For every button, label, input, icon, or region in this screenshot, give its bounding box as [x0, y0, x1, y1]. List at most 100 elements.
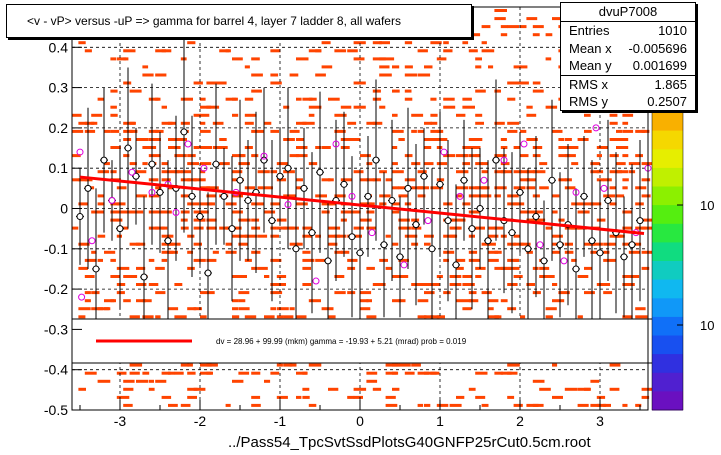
histogram-cell	[168, 403, 178, 407]
histogram-cell	[481, 291, 492, 295]
histogram-cell	[571, 202, 584, 206]
histogram-cell	[302, 283, 312, 286]
histogram-cell	[392, 371, 399, 375]
histogram-cell	[564, 242, 573, 246]
histogram-cell	[347, 266, 356, 270]
histogram-cell	[494, 315, 502, 319]
histogram-cell	[500, 299, 508, 303]
histogram-cell	[641, 194, 651, 198]
histogram-cell	[379, 202, 387, 206]
histogram-cell	[193, 226, 204, 230]
histogram-cell	[104, 299, 115, 303]
histogram-cell	[430, 138, 438, 141]
profile-point	[532, 213, 540, 221]
profile-point	[356, 249, 364, 257]
histogram-cell	[392, 210, 400, 214]
histogram-cell	[97, 202, 105, 206]
histogram-cell	[206, 186, 219, 190]
histogram-cell	[622, 226, 632, 230]
histogram-cell	[366, 178, 375, 182]
histogram-cell	[449, 403, 462, 407]
histogram-cell	[577, 138, 589, 141]
histogram-cell	[398, 363, 411, 367]
histogram-cell	[97, 97, 105, 101]
histogram-cell	[622, 113, 634, 117]
histogram-cell	[526, 403, 539, 407]
histogram-cell	[257, 266, 268, 270]
histogram-cell	[372, 387, 382, 391]
histogram-cell	[302, 97, 313, 101]
histogram-cell	[116, 202, 126, 206]
histogram-cell	[200, 105, 212, 109]
histogram-cell	[628, 250, 641, 254]
profile-point	[164, 237, 172, 245]
histogram-cell	[558, 178, 567, 182]
histogram-cell	[232, 299, 239, 303]
histogram-cell	[129, 371, 140, 375]
histogram-cell	[360, 154, 371, 158]
histogram-cell	[635, 154, 643, 158]
histogram-cell	[270, 283, 283, 286]
histogram-cell	[84, 49, 92, 53]
histogram-cell	[91, 291, 100, 295]
histogram-cell	[84, 291, 91, 295]
y-tick-label: -0.4	[44, 362, 68, 378]
histogram-cell	[513, 146, 521, 149]
histogram-cell	[238, 218, 251, 222]
histogram-cell	[110, 218, 118, 222]
histogram-cell	[123, 49, 136, 53]
histogram-cell	[539, 186, 549, 190]
histogram-cell	[180, 226, 189, 230]
magenta-point	[456, 192, 464, 200]
histogram-cell	[302, 234, 312, 238]
histogram-cell	[187, 387, 198, 391]
profile-point	[124, 144, 132, 152]
histogram-cell	[78, 121, 88, 125]
histogram-cell	[187, 250, 193, 254]
stats-row-mean-x: Mean x -0.005696	[561, 40, 695, 58]
histogram-cell	[360, 299, 369, 303]
histogram-cell	[264, 121, 272, 125]
histogram-cell	[456, 194, 462, 198]
histogram-cell	[366, 371, 378, 375]
histogram-cell	[430, 315, 440, 319]
histogram-cell	[385, 395, 396, 399]
histogram-cell	[296, 178, 303, 182]
histogram-cell	[500, 162, 510, 166]
magenta-point	[348, 192, 356, 200]
histogram-cell	[641, 218, 654, 222]
histogram-cell	[142, 371, 150, 375]
stats-label: RMS y	[569, 94, 608, 109]
histogram-cell	[520, 129, 527, 133]
histogram-cell	[392, 65, 400, 69]
histogram-cell	[225, 250, 237, 254]
histogram-cell	[296, 371, 307, 375]
histogram-cell	[360, 202, 372, 206]
histogram-cell	[584, 387, 591, 391]
histogram-cell	[577, 315, 583, 319]
histogram-cell	[398, 138, 405, 141]
histogram-cell	[532, 218, 546, 222]
histogram-cell	[520, 178, 530, 182]
histogram-cell	[161, 234, 171, 238]
histogram-cell	[110, 210, 122, 214]
histogram-cell	[481, 49, 495, 53]
histogram-cell	[411, 186, 424, 190]
histogram-cell	[494, 9, 507, 12]
magenta-point	[172, 209, 180, 217]
histogram-cell	[590, 170, 600, 174]
histogram-cell	[244, 315, 257, 319]
histogram-cell	[398, 194, 408, 198]
histogram-cell	[315, 49, 322, 53]
histogram-cell	[174, 315, 187, 319]
histogram-cell	[417, 170, 427, 174]
stats-label: RMS x	[569, 76, 608, 92]
histogram-cell	[212, 81, 225, 85]
histogram-cell	[417, 129, 424, 133]
histogram-cell	[251, 395, 261, 399]
histogram-cell	[296, 146, 308, 149]
profile-point	[212, 160, 220, 168]
histogram-cell	[584, 113, 591, 117]
y-tick-label: -0.1	[44, 241, 68, 257]
histogram-cell	[296, 154, 308, 158]
